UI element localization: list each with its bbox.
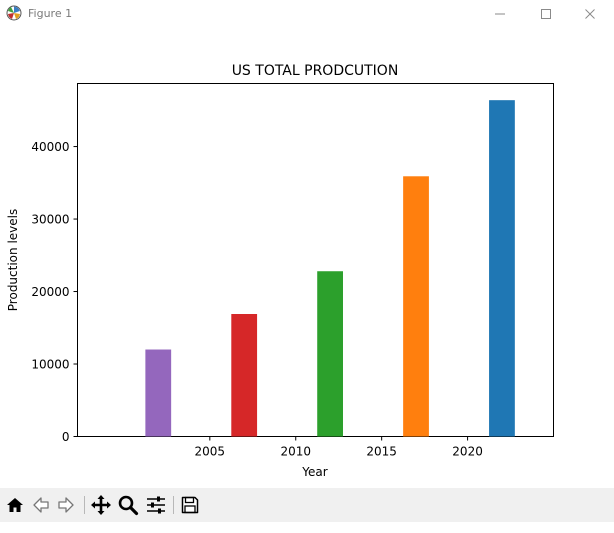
window-title: Figure 1 xyxy=(28,7,73,20)
back-arrow-icon xyxy=(33,497,49,513)
navigation-toolbar xyxy=(0,488,614,522)
bar-2017 xyxy=(403,176,429,437)
home-button[interactable] xyxy=(4,494,26,516)
y-tick-label: 10000 xyxy=(31,358,69,372)
toolbar-separator xyxy=(173,496,174,514)
y-axis-ticks: 0 10000 20000 30000 40000 xyxy=(31,140,78,444)
configure-subplots-button[interactable] xyxy=(145,494,167,516)
maximize-icon xyxy=(541,9,551,19)
figure-canvas[interactable]: US TOTAL PRODCUTION 2005 2010 2015 2020 0 10… xyxy=(0,28,614,488)
forward-button[interactable] xyxy=(55,494,77,516)
y-tick-label: 0 xyxy=(62,430,70,444)
configure-subplots-icon xyxy=(147,496,165,514)
close-button[interactable] xyxy=(578,4,602,24)
maximize-button[interactable] xyxy=(534,4,558,24)
bars-group xyxy=(145,100,515,437)
chart-title: US TOTAL PRODCUTION xyxy=(232,63,399,79)
save-button[interactable] xyxy=(179,494,201,516)
bar-chart: US TOTAL PRODCUTION 2005 2010 2015 2020 0 10… xyxy=(6,63,554,479)
zoom-icon xyxy=(118,495,139,516)
x-tick-label: 2015 xyxy=(366,445,397,459)
minimize-icon xyxy=(495,13,505,15)
home-icon xyxy=(7,498,23,512)
window-titlebar: Figure 1 xyxy=(0,0,614,28)
bar-2022 xyxy=(489,100,515,437)
x-tick-label: 2020 xyxy=(452,445,483,459)
matplotlib-app-icon xyxy=(6,5,22,21)
close-icon xyxy=(585,9,595,19)
y-axis-label: Production levels xyxy=(6,209,20,311)
x-tick-label: 2005 xyxy=(195,445,226,459)
minimize-button[interactable] xyxy=(488,4,512,24)
plot-frame xyxy=(77,83,554,437)
back-button[interactable] xyxy=(30,494,52,516)
y-tick-label: 20000 xyxy=(31,285,69,299)
bar-2002 xyxy=(145,349,172,437)
x-tick-label: 2010 xyxy=(280,445,311,459)
pan-icon xyxy=(91,495,111,515)
x-axis-label: Year xyxy=(301,465,327,479)
zoom-button[interactable] xyxy=(117,494,139,516)
bar-2012 xyxy=(317,271,343,437)
forward-arrow-icon xyxy=(58,497,74,513)
bar-2007 xyxy=(231,314,258,437)
save-icon xyxy=(181,496,199,514)
toolbar-separator xyxy=(84,496,85,514)
y-tick-label: 30000 xyxy=(31,213,69,227)
x-axis-ticks: 2005 2010 2015 2020 xyxy=(195,436,483,459)
y-tick-label: 40000 xyxy=(31,140,69,154)
pan-button[interactable] xyxy=(90,494,112,516)
status-bar xyxy=(0,522,614,533)
